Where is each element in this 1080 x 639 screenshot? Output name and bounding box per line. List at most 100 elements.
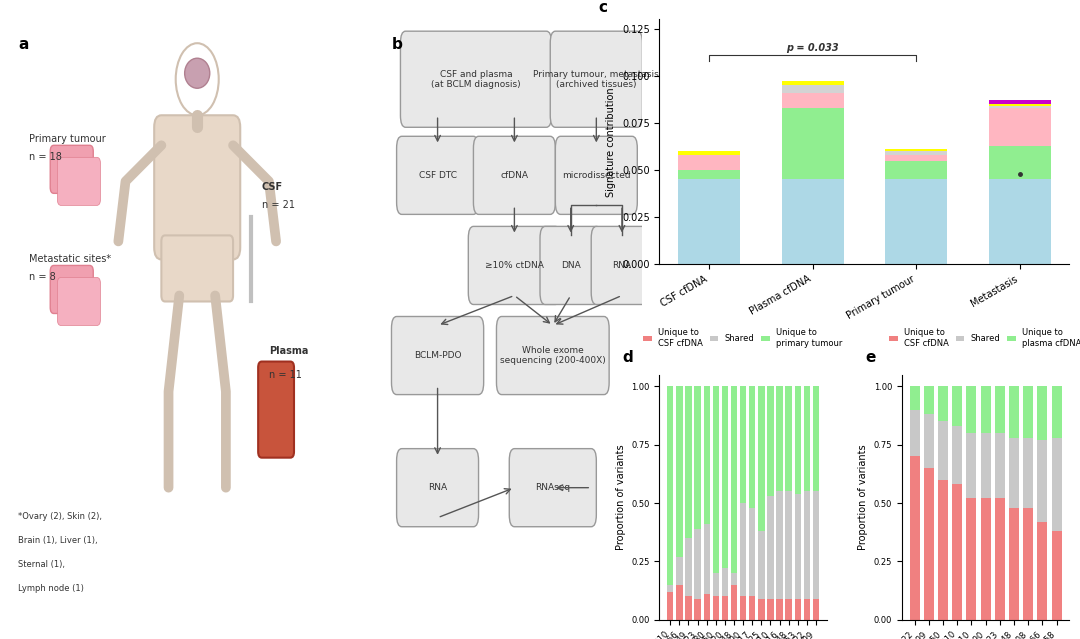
Bar <box>758 387 765 531</box>
Text: Primary tumour: Primary tumour <box>29 134 106 144</box>
Bar <box>686 387 691 538</box>
FancyBboxPatch shape <box>57 277 100 325</box>
Bar <box>676 557 683 585</box>
Bar <box>939 480 948 620</box>
Bar <box>1038 387 1048 440</box>
Text: Primary tumour, metastasis
(archived tissues): Primary tumour, metastasis (archived tis… <box>534 70 659 89</box>
Bar <box>785 491 792 599</box>
Bar <box>813 387 819 491</box>
Bar <box>686 538 691 596</box>
Bar <box>686 596 691 620</box>
Text: Sternal (1),: Sternal (1), <box>18 560 65 569</box>
Bar <box>795 387 801 494</box>
Bar <box>713 573 719 596</box>
Bar <box>885 151 947 155</box>
Bar <box>721 569 728 596</box>
Bar <box>795 494 801 599</box>
FancyBboxPatch shape <box>396 449 478 527</box>
Text: CSF and plasma
(at BCLM diagnosis): CSF and plasma (at BCLM diagnosis) <box>431 70 521 89</box>
Bar <box>782 85 843 93</box>
Bar <box>804 387 810 491</box>
FancyBboxPatch shape <box>154 115 240 259</box>
Bar <box>785 387 792 491</box>
Bar <box>703 387 710 524</box>
Bar <box>988 106 1051 108</box>
Bar <box>795 599 801 620</box>
Text: n = 21: n = 21 <box>261 201 295 210</box>
Bar <box>813 491 819 599</box>
Bar <box>667 585 674 592</box>
Bar <box>995 433 1004 498</box>
Text: CSF DTC: CSF DTC <box>419 171 457 180</box>
Bar <box>953 387 962 426</box>
FancyBboxPatch shape <box>497 316 609 395</box>
Bar <box>988 104 1051 106</box>
Bar <box>713 596 719 620</box>
Text: RNAseq: RNAseq <box>536 483 570 492</box>
Bar <box>1009 438 1018 508</box>
Text: Brain (1), Liver (1),: Brain (1), Liver (1), <box>18 535 97 544</box>
Text: n = 18: n = 18 <box>29 152 62 162</box>
Bar <box>813 599 819 620</box>
Text: a: a <box>18 37 28 52</box>
Bar <box>981 387 990 433</box>
Text: CSF: CSF <box>261 182 283 192</box>
FancyBboxPatch shape <box>469 226 561 305</box>
Bar <box>981 498 990 620</box>
Bar <box>1023 508 1034 620</box>
Text: Plasma: Plasma <box>269 346 308 355</box>
Text: RNA: RNA <box>428 483 447 492</box>
Text: cfDNA: cfDNA <box>500 171 528 180</box>
Bar <box>923 387 934 414</box>
Bar <box>1023 387 1034 438</box>
Bar <box>923 468 934 620</box>
Bar <box>750 508 755 596</box>
Bar <box>939 387 948 421</box>
Bar <box>1052 531 1062 620</box>
Bar <box>1009 387 1018 438</box>
Bar <box>804 599 810 620</box>
FancyBboxPatch shape <box>51 145 93 194</box>
Bar <box>750 596 755 620</box>
Bar <box>988 108 1051 146</box>
Bar <box>678 155 740 170</box>
FancyBboxPatch shape <box>57 157 100 205</box>
Bar <box>782 81 843 85</box>
Text: Metastatic sites*: Metastatic sites* <box>29 254 111 265</box>
Y-axis label: Signature contribution: Signature contribution <box>607 87 617 197</box>
Bar <box>694 599 701 620</box>
Bar <box>995 498 1004 620</box>
Bar <box>782 180 843 265</box>
Bar <box>939 421 948 480</box>
Bar <box>785 599 792 620</box>
Text: BCLM-PDO: BCLM-PDO <box>414 351 461 360</box>
Bar <box>721 387 728 569</box>
Legend: Unique to
CSF cfDNA, Shared, Unique to
plasma cfDNA: Unique to CSF cfDNA, Shared, Unique to p… <box>886 325 1080 351</box>
Bar <box>953 426 962 484</box>
FancyBboxPatch shape <box>473 136 555 215</box>
Text: Lymph node (1): Lymph node (1) <box>18 584 84 593</box>
Bar <box>981 433 990 498</box>
Text: *Ovary (2), Skin (2),: *Ovary (2), Skin (2), <box>18 512 102 521</box>
FancyBboxPatch shape <box>591 226 652 305</box>
Bar <box>988 180 1051 265</box>
Bar <box>740 387 746 503</box>
Text: c: c <box>598 0 607 15</box>
FancyBboxPatch shape <box>555 136 637 215</box>
Text: Whole exome
sequencing (200-400X): Whole exome sequencing (200-400X) <box>500 346 606 366</box>
Bar <box>1023 438 1034 508</box>
Bar <box>777 387 783 491</box>
Bar <box>885 180 947 265</box>
Ellipse shape <box>185 58 210 88</box>
Bar <box>703 524 710 594</box>
Bar <box>885 150 947 151</box>
Text: n = 8: n = 8 <box>29 272 55 282</box>
Bar <box>967 498 976 620</box>
Bar <box>804 491 810 599</box>
Bar <box>694 528 701 599</box>
Bar <box>703 594 710 620</box>
Bar <box>909 387 919 410</box>
FancyBboxPatch shape <box>540 226 602 305</box>
FancyBboxPatch shape <box>391 316 484 395</box>
Bar <box>667 387 674 585</box>
